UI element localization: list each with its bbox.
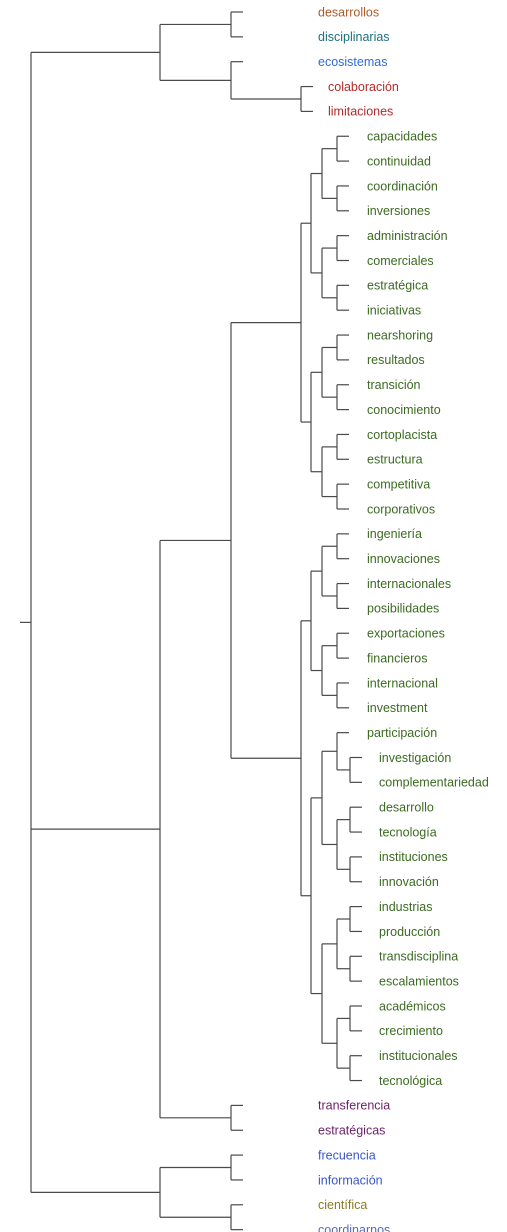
- leaf-label: internacional: [367, 676, 438, 690]
- leaf-label: internacionales: [367, 577, 451, 591]
- leaf-label: institucionales: [379, 1049, 458, 1063]
- leaf-label: innovación: [379, 875, 439, 889]
- leaf-label: información: [318, 1173, 383, 1187]
- leaf-label: coordinarnos: [318, 1223, 390, 1232]
- leaf-label: estratégicas: [318, 1124, 385, 1138]
- leaf-label: ecosistemas: [318, 55, 387, 69]
- leaf-label: industrias: [379, 900, 433, 914]
- leaf-label: científica: [318, 1198, 367, 1212]
- leaf-label: instituciones: [379, 850, 448, 864]
- leaf-label: inversiones: [367, 204, 430, 218]
- leaf-label: competitiva: [367, 477, 430, 491]
- leaf-label: continuidad: [367, 154, 431, 168]
- leaf-label: innovaciones: [367, 552, 440, 566]
- leaf-label: conocimiento: [367, 403, 441, 417]
- leaf-label: capacidades: [367, 130, 437, 144]
- leaf-label: nearshoring: [367, 328, 433, 342]
- leaf-label: administración: [367, 229, 448, 243]
- leaf-label: estratégica: [367, 279, 428, 293]
- leaf-label: participación: [367, 726, 437, 740]
- leaf-label: desarrollos: [318, 5, 379, 19]
- leaf-label: estructura: [367, 453, 423, 467]
- leaf-label: investigación: [379, 751, 451, 765]
- leaf-label: desarrollo: [379, 801, 434, 815]
- leaf-label: escalamientos: [379, 974, 459, 988]
- leaf-label: crecimiento: [379, 1024, 443, 1038]
- leaf-label: iniciativas: [367, 304, 421, 318]
- leaf-label: cortoplacista: [367, 428, 437, 442]
- leaf-label: producción: [379, 925, 440, 939]
- leaf-label: limitaciones: [328, 105, 393, 119]
- leaf-label: transdisciplina: [379, 950, 458, 964]
- leaf-label: resultados: [367, 353, 425, 367]
- leaf-label: complementariedad: [379, 776, 489, 790]
- leaf-label: exportaciones: [367, 627, 445, 641]
- leaf-label: frecuencia: [318, 1148, 376, 1162]
- leaf-label: corporativos: [367, 502, 435, 516]
- leaf-label: transición: [367, 378, 421, 392]
- leaf-label: investment: [367, 701, 428, 715]
- leaf-label: tecnología: [379, 825, 437, 839]
- leaf-label: ingeniería: [367, 527, 422, 541]
- leaf-label: disciplinarias: [318, 30, 390, 44]
- leaf-label: tecnológica: [379, 1074, 442, 1088]
- leaf-label: transferencia: [318, 1099, 390, 1113]
- leaf-label: posibilidades: [367, 602, 439, 616]
- leaf-label: colaboración: [328, 80, 399, 94]
- leaf-label: coordinación: [367, 179, 438, 193]
- leaf-label: académicos: [379, 999, 446, 1013]
- leaf-label: comerciales: [367, 254, 434, 268]
- leaf-label: financieros: [367, 651, 427, 665]
